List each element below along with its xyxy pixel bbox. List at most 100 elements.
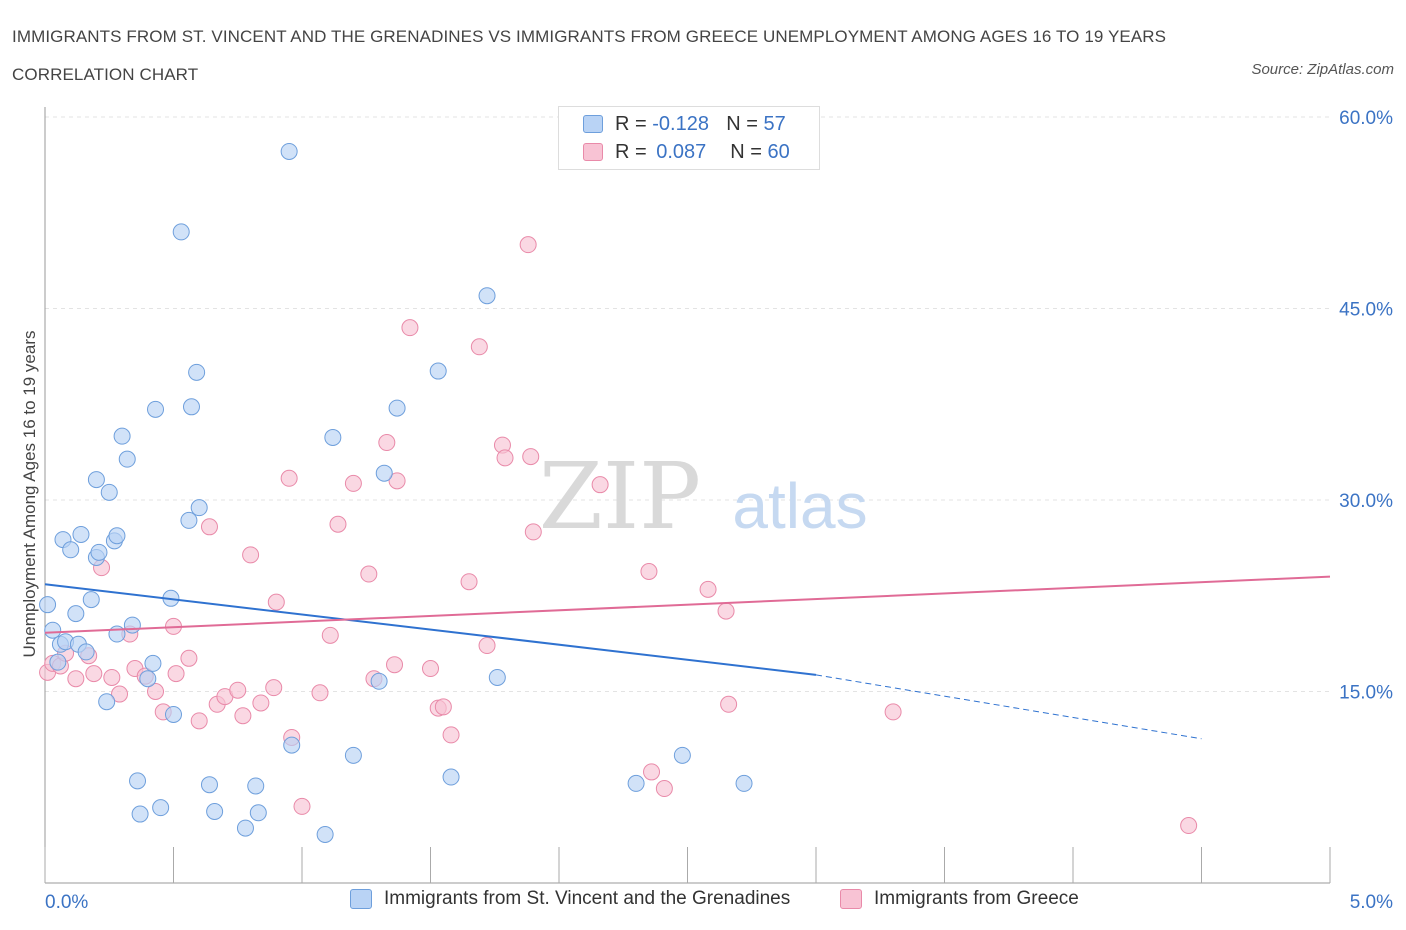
watermark: ZIP atlas [539,443,868,550]
legend-r-label: R = [615,140,647,163]
svg-point [488,668,506,686]
greece-point [460,573,478,591]
svg-trend-line [44,583,817,676]
greece-point [496,449,514,467]
tick-labels: 15.0% 30.0% 45.0% 60.0% 0.0% 5.0% [45,108,1393,913]
greece-point [344,474,362,492]
y-tick-label: 60.0% [1339,108,1393,129]
y-tick-label: 45.0% [1339,300,1393,321]
greece-point [643,763,661,781]
svg-point [62,541,80,559]
svg-point [113,427,131,445]
svg-point [200,776,218,794]
svg-point [429,362,447,380]
svg-point [249,804,267,822]
x-tick-label: 5.0% [1350,892,1393,913]
watermark-atlas: atlas [732,470,867,542]
greece-point [85,665,103,683]
watermark-zip: ZIP [539,443,701,550]
svg-point [152,799,170,817]
svg-point [147,400,165,418]
svg-points [39,142,753,843]
svg-point [190,499,208,517]
greece-point [293,797,311,815]
legend-n-value: 60 [767,140,790,163]
greece-point [699,580,717,598]
greece-point [655,780,673,798]
legend-r-label: R = [615,112,647,135]
trend-lines [44,575,1331,740]
greece-point [67,670,85,688]
svg-point [123,616,141,634]
svg-point [316,825,334,843]
svg-point [324,428,342,446]
legend-n-value: 57 [763,112,786,135]
greece-trend-line [44,575,1331,634]
x-tick-label: 0.0% [45,892,88,913]
greece-point [591,476,609,494]
greece-point [200,518,218,536]
greece-point [252,694,270,712]
svg-point [375,464,393,482]
svg-point [87,471,105,489]
svg-point [98,693,116,711]
svg-point [139,670,157,688]
greece-point [442,726,460,744]
y-tick-label: 30.0% [1339,491,1393,512]
legend-row-svg: R = -0.128 N = 57 [583,110,786,138]
greece-point [522,448,540,466]
bottom-legend-svg: Immigrants from St. Vincent and the Gren… [350,888,790,910]
greece-point [640,562,658,580]
bottom-legend-swatch-pink [840,889,862,909]
legend-n-label: N = [726,112,758,135]
y-tick-label: 15.0% [1339,683,1393,704]
legend-swatch-pink [583,143,603,161]
greece-point [321,626,339,644]
svg-point [131,805,149,823]
svg-point [165,705,182,723]
svg-point [673,746,691,764]
greece-point [360,565,378,583]
bottom-legend-greece: Immigrants from Greece [840,888,1079,910]
svg-point [280,142,298,160]
svg-point [67,605,85,623]
legend-n-label: N = [730,140,762,163]
svg-trend-extension [815,674,1202,740]
greece-point [1180,817,1198,835]
bottom-legend-label-svg: Immigrants from St. Vincent and the Gren… [384,888,791,909]
greece-point [103,668,121,686]
svg-point [72,525,90,543]
greece-point [720,695,738,713]
greece-point [265,679,283,697]
svg-point [627,774,645,792]
svg-point [735,774,753,792]
svg-point [247,777,265,795]
greece-point [280,469,298,487]
source-note: Source: ZipAtlas.com [1251,61,1394,78]
axes [44,107,1331,884]
legend-r-value: -0.128 [652,112,709,135]
svg-point [49,653,67,671]
greece-point [422,660,439,678]
greece-point [229,681,247,699]
svg-point [90,543,108,561]
svg-point [344,746,362,764]
greece-point [190,712,208,730]
svg-point [118,450,136,468]
svg-point [180,511,198,529]
svg-point [77,643,95,661]
correlation-legend: R = -0.128 N = 57 R = 0.087 N = 60 [558,106,820,170]
greece-point [717,602,735,620]
chart-title: IMMIGRANTS FROM ST. VINCENT AND THE GREN… [12,27,1167,84]
svg-point [188,363,206,381]
legend-row-greece: R = 0.087 N = 60 [583,138,790,166]
greece-point [519,236,537,254]
svg-point [236,819,254,837]
greece-point [478,637,496,655]
greece-point [242,546,260,564]
legend-r-value: 0.087 [656,140,707,163]
svg-point [144,654,162,672]
svg-point [370,672,388,690]
greece-point [434,698,452,716]
